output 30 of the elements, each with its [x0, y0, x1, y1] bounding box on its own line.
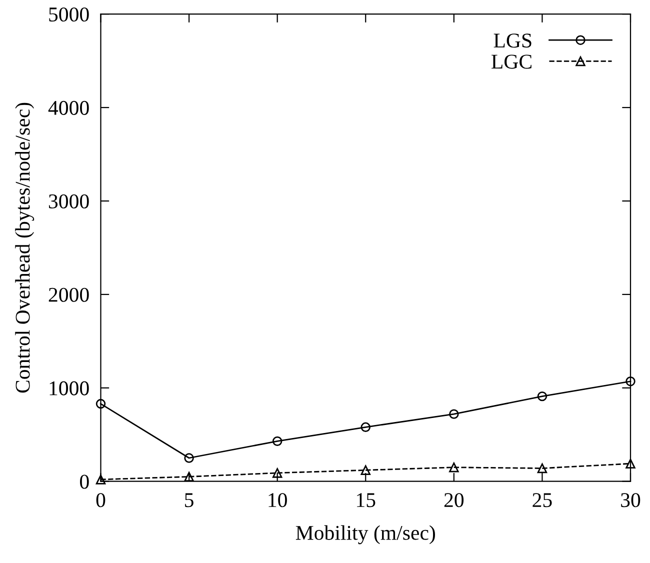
point [449, 462, 459, 472]
legend-label: LGS [494, 34, 532, 48]
point [537, 463, 548, 474]
x-tick-label: 10 [268, 493, 287, 508]
point [184, 472, 194, 482]
y-tick-label: 4000 [48, 100, 89, 115]
y-tick-label: 3000 [48, 194, 89, 208]
x-tick-label: 0 [96, 493, 106, 508]
y-tick-label: 5000 [49, 7, 89, 22]
x-tick-label: 30 [621, 493, 640, 508]
point [184, 453, 194, 463]
point [537, 391, 548, 402]
point [626, 458, 636, 468]
x-tick-label: 20 [444, 493, 464, 508]
point [96, 398, 106, 409]
point [449, 409, 459, 419]
legend-label: LGC [492, 54, 532, 69]
y-tick-label: 1000 [50, 381, 89, 396]
point [360, 465, 370, 476]
point [272, 468, 282, 478]
y-tick-label: 0 [80, 474, 89, 489]
y-axis-title: Control Overhead (bytes/node/sec) [15, 102, 34, 393]
x-axis-title: Mobility (m/sec) [296, 525, 436, 544]
point [360, 422, 370, 432]
point [626, 376, 636, 386]
x-tick-label: 25 [532, 493, 552, 508]
x-tick-label: 5 [185, 493, 194, 508]
y-tick-label: 2000 [48, 288, 89, 302]
x-tick-label: 15 [357, 493, 376, 508]
point [272, 436, 282, 446]
